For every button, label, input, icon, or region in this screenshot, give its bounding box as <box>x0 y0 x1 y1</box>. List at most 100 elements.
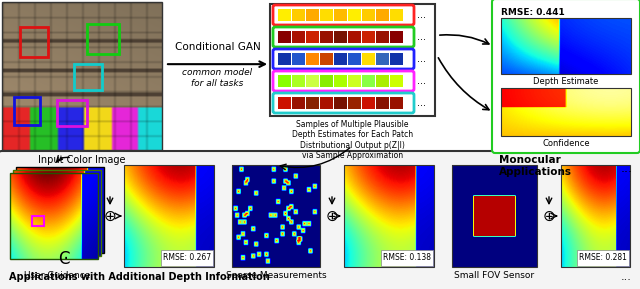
FancyBboxPatch shape <box>381 250 433 266</box>
Bar <box>320 75 333 87</box>
Bar <box>362 97 375 109</box>
Text: RMSE: 0.267: RMSE: 0.267 <box>163 253 211 262</box>
Text: ⊕: ⊕ <box>104 208 116 223</box>
Text: Sparse Measurements: Sparse Measurements <box>226 271 326 280</box>
Bar <box>278 75 291 87</box>
Bar <box>292 75 305 87</box>
FancyBboxPatch shape <box>273 27 414 47</box>
Bar <box>452 165 537 267</box>
Text: Samples of Multiple Plausible
Depth Estimates for Each Patch: Samples of Multiple Plausible Depth Esti… <box>292 120 413 139</box>
Bar <box>334 31 347 43</box>
Text: Depth Estimate: Depth Estimate <box>533 77 598 86</box>
Bar <box>278 53 291 65</box>
FancyBboxPatch shape <box>273 49 414 69</box>
FancyBboxPatch shape <box>577 250 629 266</box>
FancyBboxPatch shape <box>161 250 213 266</box>
Bar <box>561 165 630 267</box>
Bar <box>306 75 319 87</box>
Text: ...: ... <box>417 10 426 20</box>
Bar <box>10 173 98 259</box>
Text: RMSE: 0.281: RMSE: 0.281 <box>579 253 627 262</box>
Text: ...: ... <box>417 98 426 108</box>
Text: Small FOV Sensor: Small FOV Sensor <box>454 271 534 280</box>
Bar <box>348 75 361 87</box>
Bar <box>362 75 375 87</box>
Bar <box>334 75 347 87</box>
Text: Distributional Output p(Z|I)
via Sample Approximation: Distributional Output p(Z|I) via Sample … <box>300 141 405 160</box>
Text: User Guidance: User Guidance <box>24 271 90 280</box>
Bar <box>292 97 305 109</box>
Text: Applications with Additional Depth Information: Applications with Additional Depth Infor… <box>9 272 269 282</box>
Bar <box>390 53 403 65</box>
Bar <box>348 9 361 21</box>
Bar <box>501 18 631 74</box>
Bar <box>334 9 347 21</box>
Bar <box>16 167 104 253</box>
Bar <box>13 170 101 256</box>
Bar <box>2 2 162 150</box>
Bar <box>334 53 347 65</box>
Text: RMSE: 0.138: RMSE: 0.138 <box>383 253 431 262</box>
Bar <box>390 97 403 109</box>
Text: Confidence: Confidence <box>542 139 590 148</box>
Bar <box>362 53 375 65</box>
FancyBboxPatch shape <box>492 0 640 153</box>
Bar <box>320 9 333 21</box>
FancyBboxPatch shape <box>273 5 414 25</box>
Text: ...: ... <box>621 272 632 282</box>
FancyBboxPatch shape <box>270 4 435 116</box>
Text: RMSE: 0.441: RMSE: 0.441 <box>501 8 564 17</box>
Bar <box>376 9 389 21</box>
Bar <box>362 31 375 43</box>
Bar <box>344 165 434 267</box>
Bar <box>278 9 291 21</box>
Bar <box>501 88 631 136</box>
Bar <box>362 9 375 21</box>
Bar <box>20 27 48 57</box>
Bar <box>278 97 291 109</box>
FancyBboxPatch shape <box>0 151 640 289</box>
Bar <box>124 165 214 267</box>
Bar <box>376 75 389 87</box>
Text: ⊕: ⊕ <box>326 208 339 223</box>
Bar <box>376 31 389 43</box>
Bar <box>390 75 403 87</box>
Bar <box>376 53 389 65</box>
Text: Monocular
Applications: Monocular Applications <box>499 155 572 177</box>
Bar <box>57 100 87 126</box>
Bar <box>320 97 333 109</box>
Bar <box>320 53 333 65</box>
Text: common model
for all tasks: common model for all tasks <box>182 68 253 88</box>
Bar <box>278 31 291 43</box>
Bar <box>32 216 44 226</box>
Bar <box>232 165 320 267</box>
Bar <box>348 31 361 43</box>
Text: ...: ... <box>417 54 426 64</box>
Bar <box>292 31 305 43</box>
Bar <box>292 9 305 21</box>
Text: Input Color Image: Input Color Image <box>38 155 125 165</box>
Bar <box>74 64 102 90</box>
Text: ...: ... <box>417 32 426 42</box>
Text: ⊕: ⊕ <box>543 208 556 223</box>
Bar <box>390 9 403 21</box>
Bar <box>320 31 333 43</box>
FancyBboxPatch shape <box>273 71 414 91</box>
Text: Conditional GAN: Conditional GAN <box>175 42 260 52</box>
Bar <box>376 97 389 109</box>
Bar <box>306 53 319 65</box>
Bar <box>390 31 403 43</box>
Bar <box>14 97 40 125</box>
Text: ...: ... <box>417 76 426 86</box>
Bar <box>348 53 361 65</box>
Bar <box>87 24 119 54</box>
Bar <box>292 53 305 65</box>
Bar <box>334 97 347 109</box>
FancyBboxPatch shape <box>273 93 414 113</box>
Text: ...: ... <box>621 162 633 175</box>
Bar <box>306 31 319 43</box>
Bar <box>348 97 361 109</box>
Bar <box>306 9 319 21</box>
Text: Ͼ: Ͼ <box>58 250 70 268</box>
Bar <box>306 97 319 109</box>
